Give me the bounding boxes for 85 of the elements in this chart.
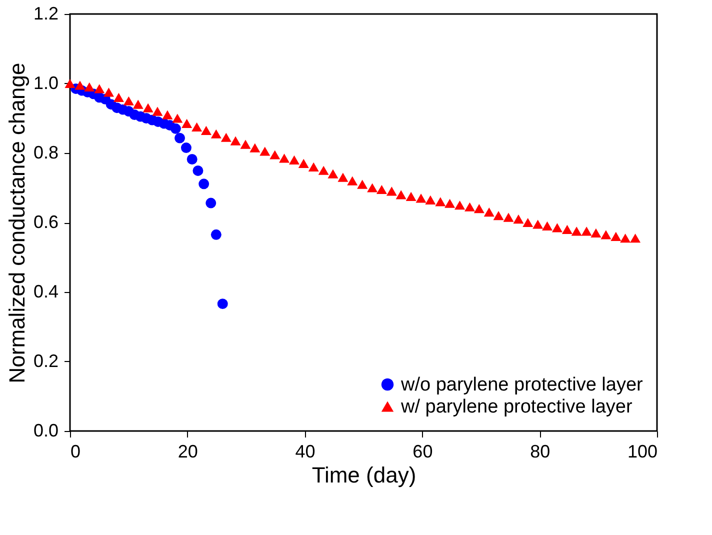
point bbox=[347, 176, 358, 186]
point bbox=[444, 198, 456, 208]
point bbox=[581, 226, 592, 236]
y-tick-label: 0.8 bbox=[33, 142, 58, 162]
point bbox=[630, 234, 641, 243]
point bbox=[532, 220, 544, 229]
point bbox=[132, 100, 144, 109]
point bbox=[338, 172, 348, 182]
x-tick-label: 40 bbox=[295, 442, 316, 462]
point bbox=[484, 208, 494, 217]
x-tick-label: 100 bbox=[627, 442, 658, 462]
y-tick-label: 0.4 bbox=[33, 282, 58, 302]
point bbox=[84, 82, 95, 92]
point bbox=[308, 162, 319, 172]
x-tick-label: 60 bbox=[412, 442, 433, 462]
y-axis-title: Normalized conductance change bbox=[4, 62, 30, 384]
point bbox=[170, 123, 181, 134]
point bbox=[174, 132, 186, 144]
y-tick-label: 1.0 bbox=[33, 73, 58, 93]
point bbox=[192, 165, 204, 176]
point bbox=[590, 228, 602, 238]
point bbox=[162, 110, 173, 120]
point bbox=[474, 204, 484, 214]
point bbox=[600, 230, 612, 240]
x-tick-label: 0 bbox=[70, 442, 81, 462]
y-tick-label: 0.6 bbox=[33, 212, 58, 232]
point bbox=[74, 80, 86, 90]
point bbox=[386, 186, 397, 196]
point bbox=[425, 195, 436, 204]
point bbox=[542, 221, 552, 231]
point bbox=[522, 218, 534, 228]
y-tick-label: 1.2 bbox=[33, 4, 58, 24]
point bbox=[396, 190, 406, 200]
point bbox=[493, 211, 504, 220]
point bbox=[113, 92, 124, 102]
point bbox=[513, 214, 524, 224]
point bbox=[94, 84, 105, 94]
point bbox=[270, 150, 280, 160]
point bbox=[367, 183, 378, 192]
point bbox=[260, 146, 270, 156]
point bbox=[180, 142, 192, 154]
point bbox=[279, 154, 290, 163]
point bbox=[210, 229, 222, 240]
point bbox=[318, 166, 329, 175]
point bbox=[454, 200, 466, 210]
point bbox=[186, 154, 198, 164]
point bbox=[620, 234, 631, 243]
point bbox=[64, 78, 76, 88]
point bbox=[552, 223, 562, 232]
point bbox=[610, 232, 622, 241]
point bbox=[562, 224, 572, 234]
point bbox=[142, 103, 154, 112]
point bbox=[230, 136, 241, 146]
point bbox=[406, 192, 416, 201]
point bbox=[123, 96, 134, 106]
point bbox=[571, 226, 582, 236]
point bbox=[464, 202, 475, 212]
y-tick-label: 0.2 bbox=[33, 351, 58, 371]
point bbox=[288, 155, 300, 164]
legend-label: w/o parylene protective layer bbox=[400, 374, 644, 396]
point bbox=[328, 169, 338, 178]
x-tick-label: 80 bbox=[530, 442, 550, 462]
y-tick-label: 0.0 bbox=[33, 420, 58, 440]
point bbox=[357, 180, 368, 189]
point bbox=[250, 143, 260, 152]
point bbox=[217, 298, 228, 310]
x-axis-title: Time (day) bbox=[312, 462, 416, 488]
point bbox=[200, 126, 212, 135]
point bbox=[182, 118, 192, 128]
point bbox=[298, 158, 309, 168]
point bbox=[240, 140, 251, 149]
x-tick-label: 20 bbox=[178, 442, 198, 462]
point bbox=[416, 194, 426, 203]
point bbox=[172, 114, 183, 123]
point bbox=[503, 212, 514, 222]
legend-label: w/ parylene protective layer bbox=[400, 396, 633, 418]
point bbox=[206, 198, 216, 208]
point bbox=[152, 106, 163, 116]
point bbox=[435, 197, 446, 206]
point bbox=[192, 122, 202, 132]
point bbox=[104, 88, 114, 97]
point bbox=[198, 178, 210, 190]
point bbox=[220, 132, 232, 142]
point bbox=[376, 184, 387, 194]
point bbox=[210, 129, 222, 138]
